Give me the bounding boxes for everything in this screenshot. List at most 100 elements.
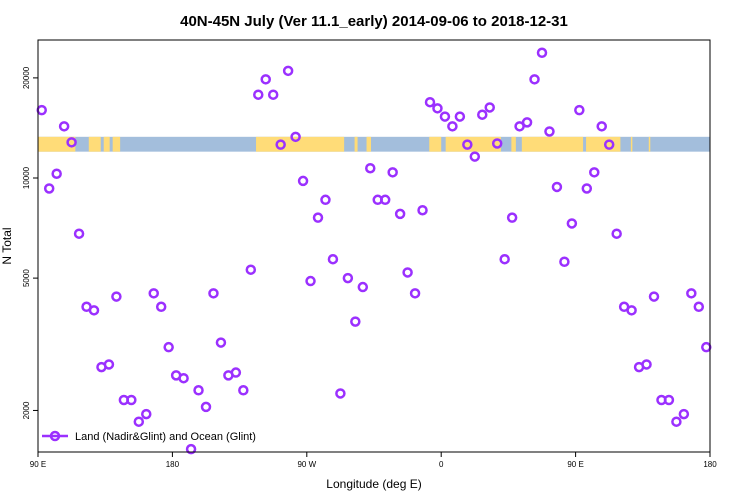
- data-point: [589, 167, 600, 178]
- data-point: [484, 102, 495, 113]
- data-point: [282, 65, 294, 77]
- data-point: [163, 341, 174, 353]
- data-point: [312, 212, 324, 223]
- data-point: [536, 47, 548, 59]
- y-axis-ticks: 2000 5000 10000 20000: [22, 66, 38, 419]
- data-point: [185, 443, 197, 455]
- data-point: [566, 218, 578, 229]
- data-point: [148, 288, 159, 299]
- data-point: [111, 291, 122, 302]
- land-segment: [630, 136, 633, 152]
- chart-title: 40N-45N July (Ver 11.1_early) 2014-09-06…: [180, 13, 568, 30]
- data-point: [477, 109, 488, 120]
- land-segment: [648, 136, 651, 152]
- data-point: [447, 121, 458, 132]
- data-point: [267, 89, 279, 100]
- data-point: [126, 394, 137, 406]
- x-tick-label: 90 E: [567, 460, 583, 469]
- land-segment: [103, 136, 110, 152]
- data-point: [402, 267, 413, 278]
- data-point: [305, 275, 316, 287]
- data-point: [559, 256, 570, 267]
- data-point: [469, 151, 481, 162]
- data-point: [342, 272, 354, 284]
- data-point: [73, 228, 85, 239]
- data-point: [626, 305, 637, 316]
- data-point: [521, 117, 533, 128]
- data-point: [133, 416, 145, 427]
- data-point: [686, 288, 697, 299]
- data-point: [551, 181, 563, 193]
- y-tick-label: 5000: [22, 269, 31, 287]
- y-tick-label: 10000: [22, 166, 31, 189]
- data-point: [335, 388, 346, 399]
- data-point: [417, 204, 428, 216]
- data-point: [245, 264, 257, 275]
- x-axis-label: Longitude (deg E): [326, 477, 421, 491]
- y-tick-label: 2000: [22, 401, 31, 419]
- x-tick-label: 180: [166, 460, 180, 469]
- data-point: [581, 183, 593, 194]
- data-point: [663, 394, 675, 406]
- land-segment: [354, 136, 358, 152]
- data-point: [529, 74, 540, 85]
- land-segment: [366, 136, 372, 152]
- data-point: [43, 183, 55, 194]
- data-point: [611, 228, 622, 239]
- data-point: [454, 111, 466, 122]
- data-point: [409, 288, 421, 299]
- land-segment: [429, 136, 442, 152]
- data-point: [88, 305, 100, 316]
- data-point: [506, 212, 518, 223]
- data-point: [462, 139, 473, 150]
- data-point: [260, 74, 271, 85]
- land-segment: [511, 136, 516, 152]
- data-point: [491, 138, 503, 149]
- data-point: [693, 301, 705, 313]
- data-point: [297, 175, 309, 187]
- data-point: [327, 253, 339, 265]
- data-point: [424, 96, 436, 108]
- data-point: [290, 131, 301, 143]
- x-axis-ticks: 90 E 180 90 W 0 90 E 180: [30, 452, 717, 469]
- y-axis-label: N Total: [0, 227, 14, 264]
- data-point: [238, 385, 249, 396]
- data-point: [544, 126, 555, 137]
- land-segment: [445, 136, 501, 152]
- data-point: [379, 194, 391, 206]
- data-point: [701, 341, 712, 353]
- data-point: [66, 137, 77, 148]
- x-tick-label: 0: [439, 460, 444, 469]
- data-point: [51, 168, 62, 179]
- data-point: [641, 359, 652, 370]
- data-point: [253, 89, 264, 100]
- data-point: [514, 121, 525, 132]
- data-point: [596, 121, 607, 132]
- legend-entry-label: Land (Nadir&Glint) and Ocean (Glint): [75, 431, 256, 443]
- land-segment: [521, 136, 584, 152]
- data-point: [648, 291, 660, 302]
- x-tick-label: 90 E: [30, 460, 46, 469]
- data-point: [574, 104, 585, 116]
- x-tick-label: 180: [703, 460, 717, 469]
- data-point: [141, 408, 152, 420]
- x-tick-label: 90 W: [297, 460, 316, 469]
- data-point: [208, 288, 219, 299]
- data-point: [499, 253, 510, 265]
- data-points: [36, 47, 712, 455]
- data-point: [357, 281, 369, 293]
- data-point: [36, 104, 47, 116]
- plot-frame: [37, 39, 711, 453]
- data-point: [215, 337, 227, 348]
- data-point: [439, 111, 451, 122]
- data-point: [671, 416, 682, 427]
- legend-marker: [49, 430, 61, 442]
- data-point: [178, 372, 189, 384]
- data-point: [394, 208, 406, 220]
- data-point: [230, 367, 242, 378]
- land-segment: [112, 136, 121, 152]
- data-point: [365, 162, 376, 174]
- data-point: [193, 385, 204, 396]
- land-segment: [38, 136, 76, 152]
